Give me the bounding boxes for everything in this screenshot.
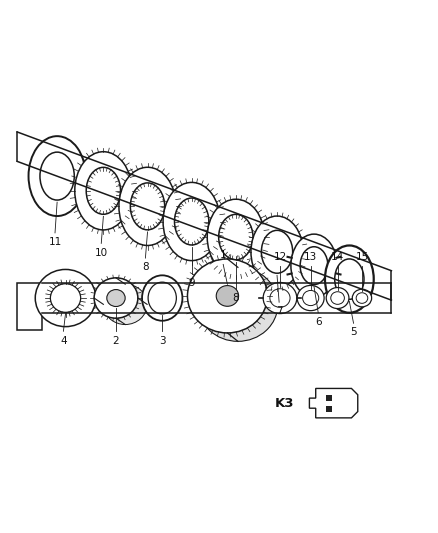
- Ellipse shape: [142, 276, 182, 321]
- Ellipse shape: [198, 268, 278, 341]
- Text: 7: 7: [276, 306, 283, 317]
- Bar: [326, 395, 332, 401]
- Text: 10: 10: [95, 247, 108, 257]
- Text: 8: 8: [233, 293, 239, 303]
- Bar: [326, 406, 332, 411]
- Ellipse shape: [35, 270, 96, 327]
- Text: 4: 4: [60, 336, 67, 346]
- Ellipse shape: [107, 289, 125, 306]
- Ellipse shape: [326, 287, 349, 309]
- Ellipse shape: [303, 290, 319, 305]
- Text: 13: 13: [304, 252, 317, 262]
- Ellipse shape: [291, 234, 337, 297]
- Ellipse shape: [270, 289, 290, 308]
- Ellipse shape: [261, 230, 293, 273]
- Ellipse shape: [103, 284, 147, 325]
- Text: 3: 3: [159, 336, 166, 346]
- Text: 14: 14: [331, 252, 344, 262]
- Text: 8: 8: [142, 262, 149, 272]
- Ellipse shape: [263, 282, 297, 313]
- Text: 12: 12: [273, 252, 286, 262]
- Text: 15: 15: [355, 252, 369, 262]
- Polygon shape: [17, 284, 42, 329]
- Ellipse shape: [148, 282, 177, 314]
- Text: 11: 11: [48, 237, 62, 247]
- Ellipse shape: [251, 216, 303, 287]
- Ellipse shape: [75, 152, 132, 230]
- Ellipse shape: [131, 183, 165, 230]
- Ellipse shape: [50, 284, 81, 312]
- Ellipse shape: [94, 278, 138, 318]
- Text: 9: 9: [188, 278, 195, 288]
- Ellipse shape: [219, 214, 253, 260]
- Ellipse shape: [163, 182, 220, 261]
- Text: 5: 5: [350, 327, 357, 337]
- Ellipse shape: [174, 198, 209, 245]
- Ellipse shape: [297, 286, 324, 311]
- Ellipse shape: [325, 246, 374, 313]
- Text: 1: 1: [220, 250, 226, 260]
- Ellipse shape: [356, 293, 368, 303]
- Ellipse shape: [187, 259, 267, 333]
- Ellipse shape: [216, 286, 239, 306]
- Ellipse shape: [300, 247, 328, 285]
- Ellipse shape: [28, 136, 86, 216]
- Ellipse shape: [119, 167, 176, 246]
- Polygon shape: [309, 389, 358, 418]
- Ellipse shape: [40, 152, 74, 200]
- Ellipse shape: [86, 167, 120, 214]
- Text: 6: 6: [315, 317, 321, 327]
- Text: 2: 2: [113, 336, 119, 346]
- Ellipse shape: [331, 292, 344, 304]
- Ellipse shape: [352, 289, 371, 307]
- Ellipse shape: [335, 259, 364, 300]
- Text: K3: K3: [275, 397, 295, 410]
- Ellipse shape: [207, 199, 265, 275]
